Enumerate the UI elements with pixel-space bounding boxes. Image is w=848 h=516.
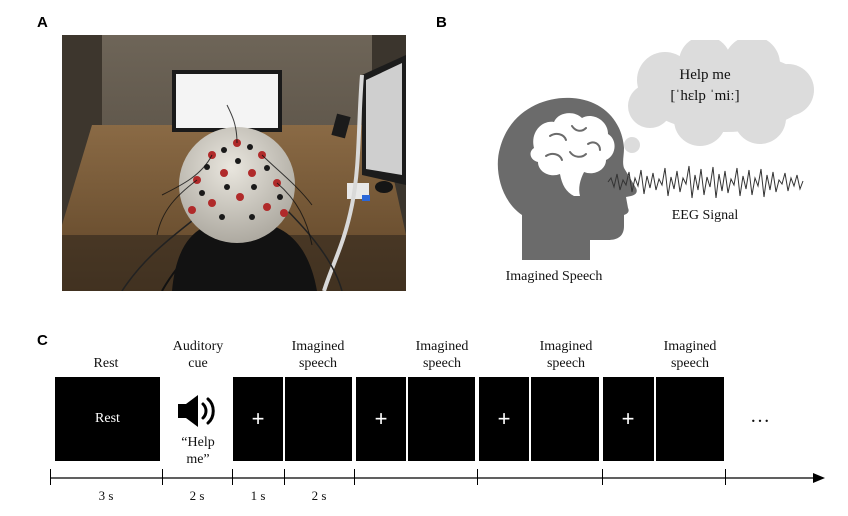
bubble-phonetic: [ˈhɛlp ˈmiː] [670,88,740,104]
fixation-block-4: + [603,377,654,461]
duration-imagery: 2 s [311,488,327,503]
trial-label-4: Imagined speech [650,338,730,372]
timeline-tick [354,469,355,485]
fixation-block-3: + [479,377,529,461]
fixation-cross: + [374,406,388,431]
imagery-block-1 [285,377,352,461]
eeg-signal-label: EEG Signal [671,208,739,223]
eeg-setup-photo [62,35,406,291]
fixation-cross: + [497,406,511,431]
panel-label-b: B [436,14,447,31]
rest-stage-label: Rest [93,356,119,371]
cue-quote-line1: “Help [181,435,215,450]
panel-b-illustration [497,40,814,260]
trial-label-line1: Imagined [663,339,717,354]
rest-block-text: Rest [95,411,120,426]
trial-label-line2: speech [670,356,710,371]
trial-label-line2: speech [298,356,338,371]
timeline-tick [725,469,726,485]
continuation-ellipsis: … [750,405,770,427]
fixation-block-2: + [356,377,406,461]
thought-bubble-text: Help me [ˈhɛlp ˈmiː] [635,65,775,107]
panel-label-a: A [37,14,48,31]
eeg-signal-trace [607,165,804,199]
timeline-tick [50,469,51,485]
imagery-block-3 [531,377,599,461]
trial-label-line1: Imagined [539,339,593,354]
trial-label-1: Imagined speech [278,338,358,372]
rest-block: Rest [55,377,160,461]
timeline-tick [162,469,163,485]
cue-quote-line2: me” [186,452,210,467]
trial-label-line1: Imagined [415,339,469,354]
head-icon [497,97,637,260]
trial-label-2: Imagined speech [402,338,482,372]
duration-fixation: 1 s [250,488,266,503]
cue-label-line1: Auditory [172,339,224,354]
panel-label-c: C [37,332,48,349]
trial-label-3: Imagined speech [526,338,606,372]
fixation-cross: + [621,406,635,431]
cue-label-line2: cue [188,356,208,371]
timeline-tick [232,469,233,485]
trial-label-line1: Imagined [291,339,345,354]
timeline-tick [477,469,478,485]
duration-rest: 3 s [98,488,114,503]
fixation-block-1: + [233,377,283,461]
duration-cue: 2 s [189,488,205,503]
fixation-cross: + [251,406,265,431]
trial-label-line2: speech [546,356,586,371]
cue-quote: “Help me” [163,434,233,468]
bubble-phrase: Help me [679,67,731,83]
timeline-tick [602,469,603,485]
timeline-axis [50,473,825,483]
imagery-block-4 [656,377,724,461]
imagery-block-2 [408,377,475,461]
thought-cloud [601,40,814,177]
auditory-cue-label: Auditory cue [160,338,236,372]
imagined-speech-label: Imagined Speech [505,269,603,284]
trial-label-line2: speech [422,356,462,371]
timeline-tick [284,469,285,485]
speaker-icon [178,395,215,427]
